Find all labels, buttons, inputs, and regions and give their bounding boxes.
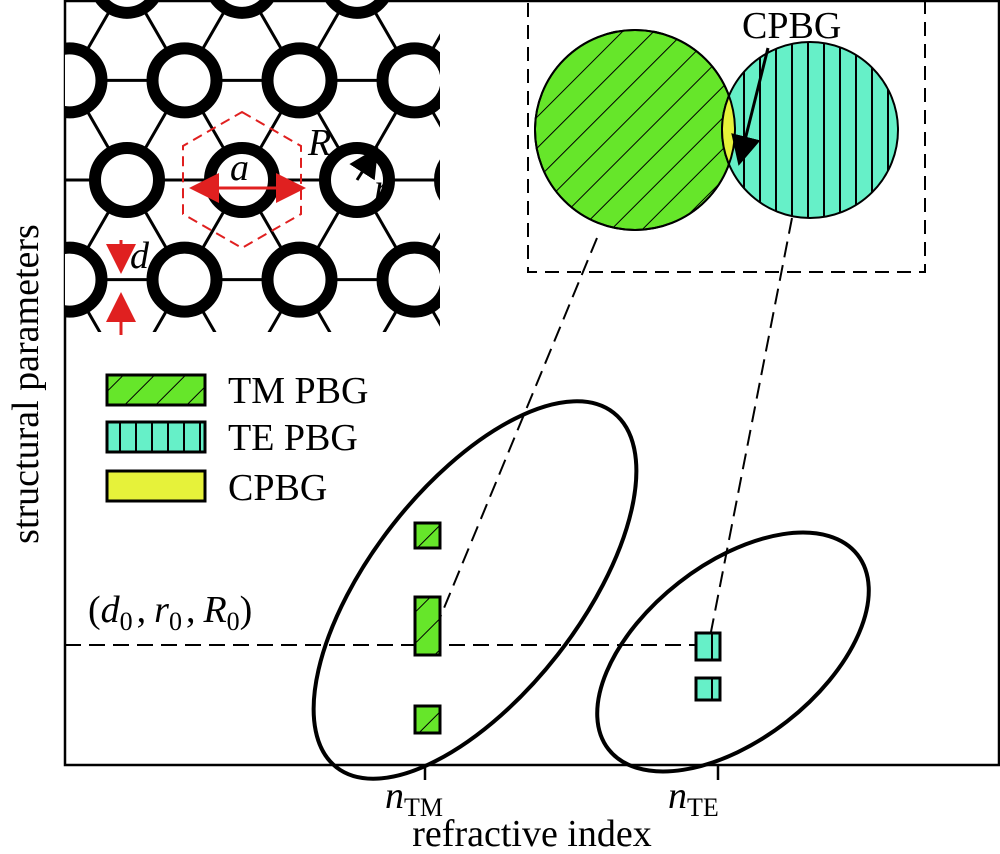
- x-mark-label: nTE: [668, 775, 719, 822]
- lattice-bond: [587, 280, 645, 380]
- lattice-ring: [89, 142, 165, 218]
- lattice-bond: [65, 79, 71, 92]
- lattice-bond: [0, 0, 12, 80]
- lattice: [0, 0, 818, 479]
- tm-ellipse: [311, 399, 639, 781]
- x-mark-label: nTM: [385, 775, 443, 822]
- tm-gap: [413, 595, 442, 657]
- lattice-ring: [728, 248, 792, 312]
- lattice-ring: [146, 241, 223, 318]
- legend-label: TM PBG: [228, 370, 368, 412]
- lattice-bond: [760, 280, 818, 380]
- lattice-bond: [702, 280, 760, 380]
- legend-label: TE PBG: [228, 417, 358, 459]
- lattice-bond: [472, 0, 530, 80]
- legend-swatch: [105, 373, 207, 407]
- lattice-ring: [94, 0, 160, 19]
- r-label: r: [374, 167, 389, 209]
- lattice-ring: [0, 0, 44, 13]
- lattice-bond: [415, 379, 473, 479]
- y-axis-label: structural parameters: [5, 224, 47, 544]
- r-arrow: [349, 146, 379, 181]
- point-label: (d0, r0, R0): [88, 589, 252, 636]
- lattice-bond: [472, 80, 530, 180]
- lattice-ring: [434, 159, 440, 201]
- d-label: d: [130, 235, 150, 277]
- legend-label: CPBG: [228, 467, 327, 509]
- legend-swatch: [105, 469, 207, 503]
- lattice-ring: [324, 0, 390, 19]
- R-label: R: [307, 122, 331, 164]
- lattice-bond: [0, 80, 12, 180]
- te-ellipse: [595, 530, 871, 774]
- te-gap: [694, 676, 722, 702]
- lattice-ring: [613, 248, 677, 312]
- lattice-bond: [645, 280, 703, 380]
- tm-region: [534, 29, 736, 231]
- te-gap: [694, 631, 722, 662]
- lattice-ring: [376, 42, 440, 119]
- lattice-bond: [472, 379, 530, 479]
- zoom-line: [436, 237, 598, 626]
- lattice-ring: [209, 0, 275, 19]
- lattice-ring: [146, 42, 223, 119]
- lattice-bond: [530, 379, 588, 479]
- lattice-bond: [472, 280, 530, 380]
- lattice-ring: [261, 42, 338, 119]
- lattice-bond: [472, 180, 530, 280]
- lattice-ring: [0, 148, 44, 212]
- x-axis-label: refractive index: [412, 813, 651, 854]
- zoom-line: [709, 217, 793, 638]
- unit-cell: [182, 110, 302, 250]
- lattice-ring: [498, 248, 562, 312]
- inset-label: CPBG: [742, 5, 841, 47]
- lattice-ring: [65, 42, 108, 119]
- lattice-ring: [65, 241, 108, 318]
- cpbg-region: [721, 41, 735, 219]
- inset-frame: [527, 0, 926, 273]
- lattice-ring: [261, 241, 338, 318]
- legend-swatch: [105, 420, 207, 454]
- lattice-bond: [65, 69, 71, 82]
- lattice-ring: [440, 347, 504, 411]
- lattice-ring: [376, 241, 440, 318]
- cpbg-arrow: [731, 47, 770, 166]
- a-label: a: [230, 147, 249, 189]
- lattice-bond: [702, 379, 760, 479]
- tm-gap: [413, 704, 442, 735]
- lattice-bond: [645, 379, 703, 479]
- tm-gap: [413, 521, 442, 550]
- lattice-ring: [670, 347, 734, 411]
